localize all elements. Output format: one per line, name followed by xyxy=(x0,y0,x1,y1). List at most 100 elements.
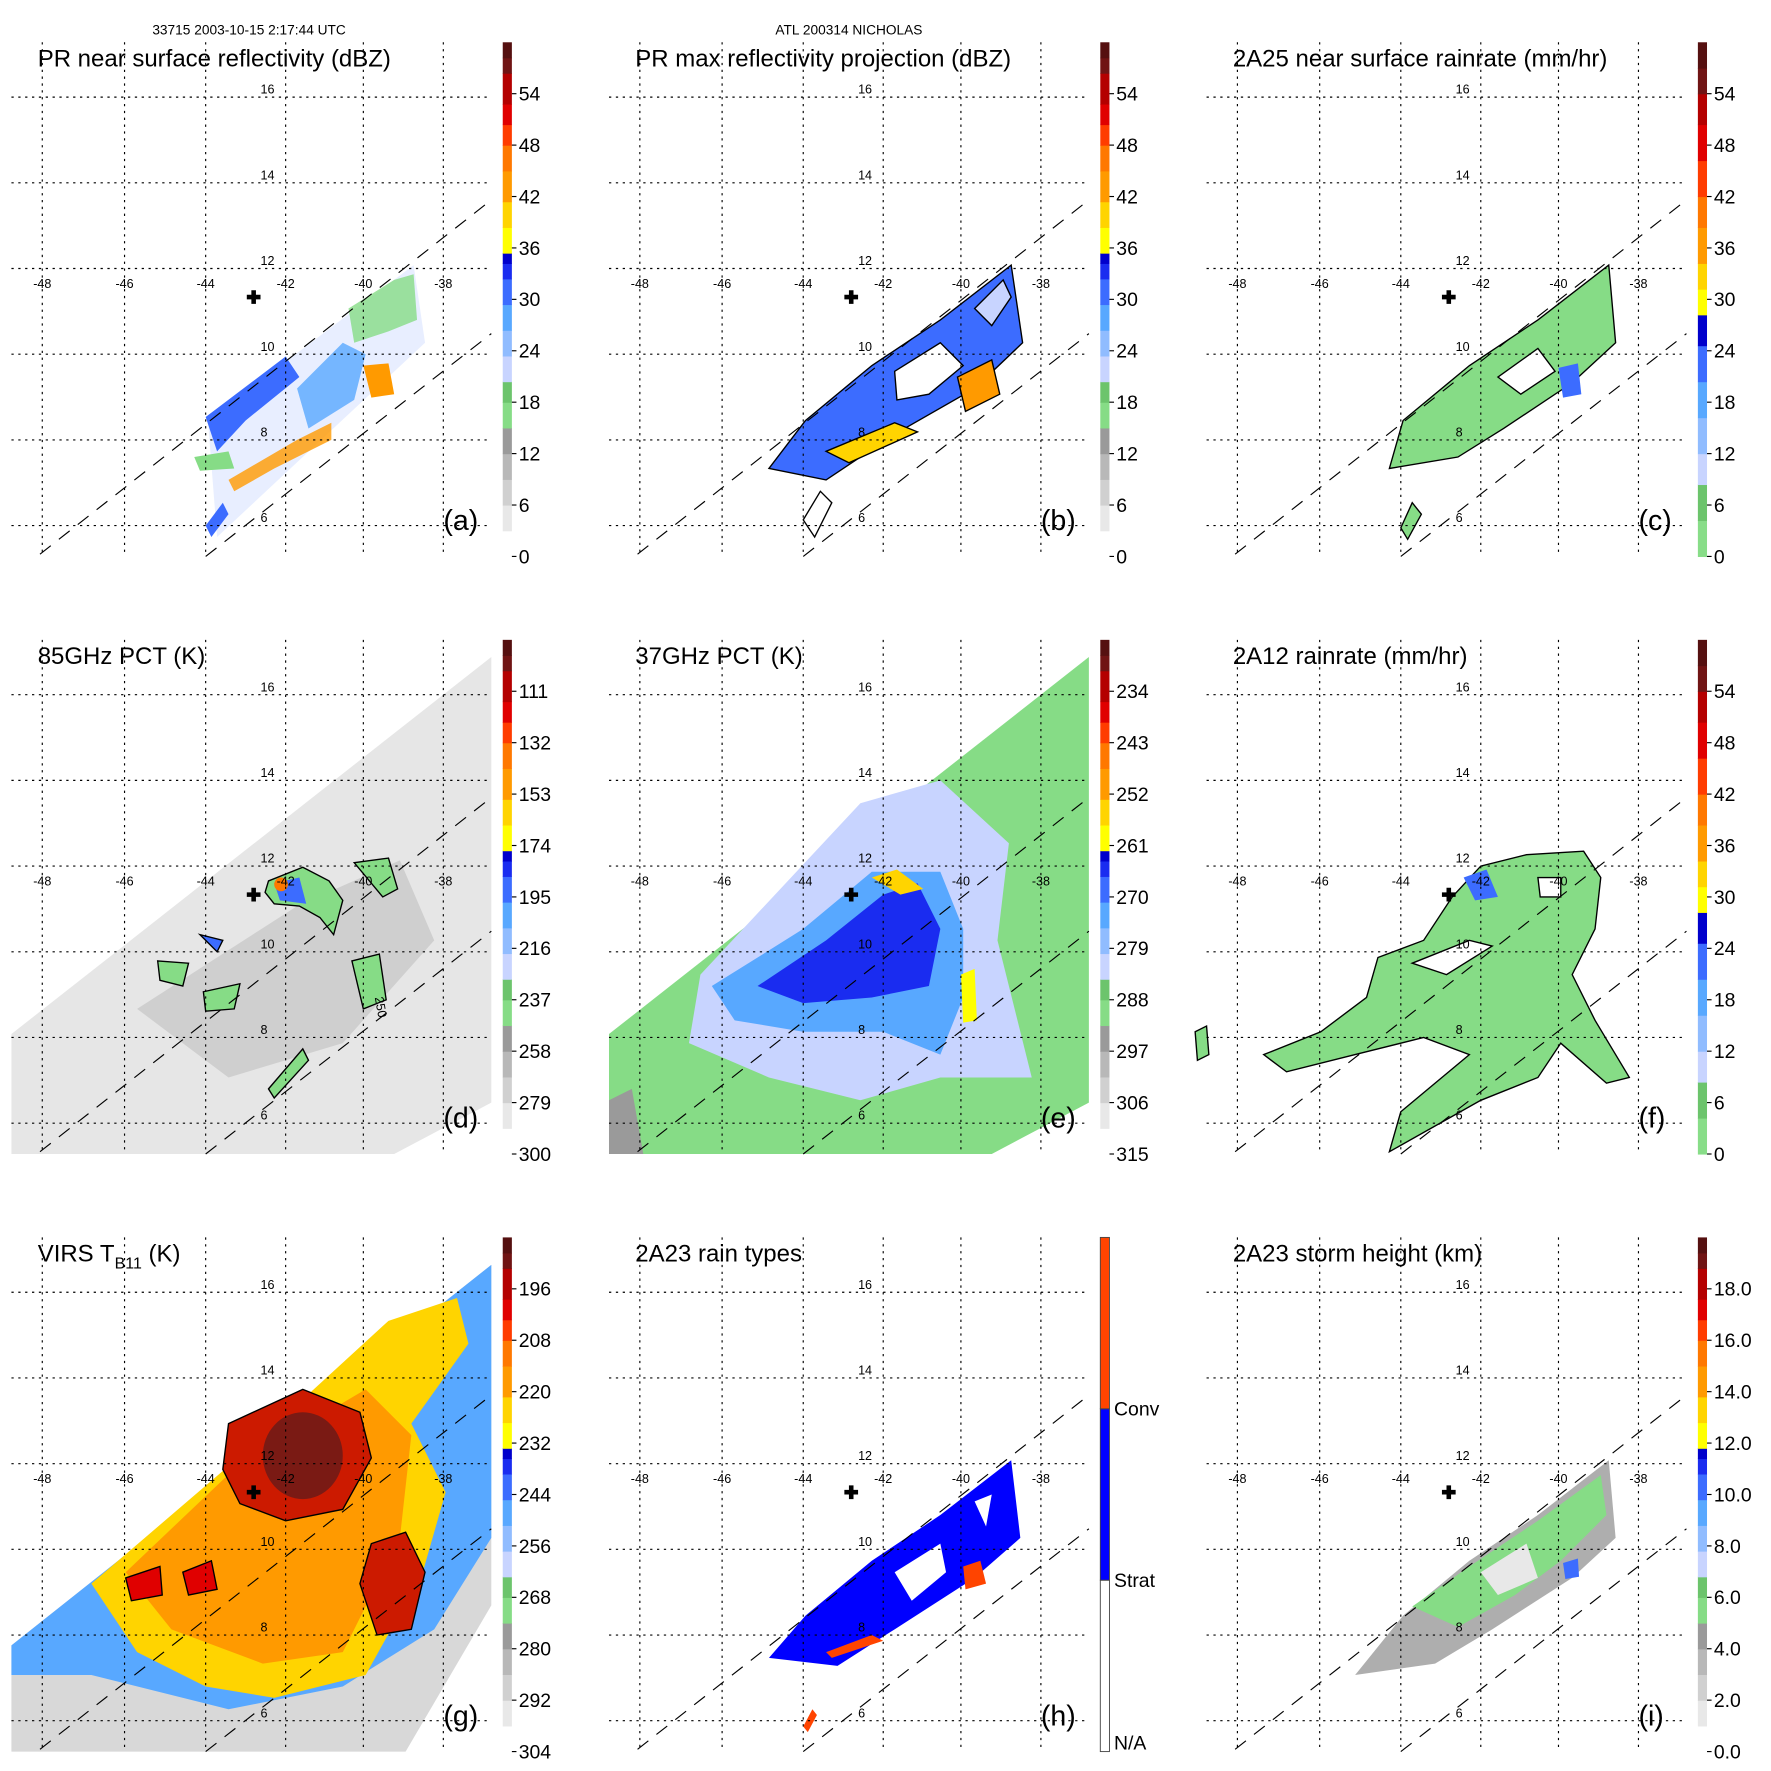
panel-letter: (a) xyxy=(443,505,478,537)
colorbar-label: 18.0 xyxy=(1714,1279,1752,1301)
colorbar-band xyxy=(502,1648,512,1676)
colorbar-band xyxy=(1697,1319,1708,1341)
colorbar-band xyxy=(1697,665,1708,692)
colorbar-label: 24 xyxy=(1714,341,1736,363)
colorbar-band xyxy=(1697,794,1708,826)
longitude-tick-label: -38 xyxy=(1032,277,1050,291)
colorbar-band xyxy=(1697,314,1708,347)
longitude-tick-label: -46 xyxy=(713,875,731,889)
convective-cell xyxy=(197,933,224,953)
colorbar-band xyxy=(1100,1128,1110,1155)
latitude-tick-label: 8 xyxy=(261,1621,268,1635)
colorbar-band xyxy=(1697,1623,1708,1650)
colorbar-label: 30 xyxy=(1116,289,1138,311)
latitude-tick-label: 10 xyxy=(1456,937,1470,951)
no-rain-gap xyxy=(974,1494,992,1527)
rain-region xyxy=(1388,263,1617,470)
latitude-tick-label: 16 xyxy=(858,680,872,694)
longitude-tick-label: -46 xyxy=(713,277,731,291)
data-layer xyxy=(194,265,426,538)
colorbar-label: 6 xyxy=(519,495,530,517)
low-pct-core xyxy=(871,869,924,895)
colorbar-band xyxy=(502,850,512,862)
colorbar-band xyxy=(1100,145,1110,172)
colorbar-band xyxy=(502,381,512,403)
colorbar-band xyxy=(1100,876,1110,903)
colorbar-band xyxy=(502,1102,512,1129)
colorbar-label: 42 xyxy=(1116,186,1138,208)
colorbar-label: 48 xyxy=(1714,135,1736,157)
colorbar-label: 42 xyxy=(1714,784,1736,806)
no-rain-gap xyxy=(894,1543,947,1601)
latitude-tick-label: 14 xyxy=(858,766,872,780)
colorbar-label: 14.0 xyxy=(1714,1382,1752,1404)
latitude-tick-label: 8 xyxy=(858,1621,865,1635)
storm-center-cross-icon xyxy=(246,290,261,304)
latitude-tick-label: 10 xyxy=(261,937,275,951)
colorbar-band xyxy=(502,57,512,74)
precip-region xyxy=(956,358,1001,413)
colorbar-band xyxy=(502,253,512,264)
longitude-tick-label: -48 xyxy=(33,875,51,889)
colorbar-label: 18 xyxy=(1714,392,1736,414)
colorbar-band xyxy=(1100,73,1110,105)
panel-title-text: 2A23 storm height (km) xyxy=(1233,1240,1482,1267)
panel-title-text: 2A12 rainrate (mm/hr) xyxy=(1233,643,1468,670)
longitude-tick-label: -40 xyxy=(1549,1472,1567,1486)
longitude-tick-label: -46 xyxy=(1311,277,1329,291)
latitude-tick-label: 8 xyxy=(261,425,268,439)
longitude-tick-label: -46 xyxy=(1311,1472,1329,1486)
colorbar-band xyxy=(502,330,512,357)
colorbar-band xyxy=(1697,263,1708,290)
colorbar-band xyxy=(502,799,512,826)
colorbar-band xyxy=(502,742,512,769)
latitude-tick-label: 16 xyxy=(1456,83,1470,97)
precip-region xyxy=(893,341,965,401)
colorbar-label: 244 xyxy=(519,1484,552,1506)
colorbar-label: 36 xyxy=(1714,238,1736,260)
colorbar-band xyxy=(1100,742,1110,769)
storm-height-region xyxy=(1480,1543,1538,1596)
stratiform-region xyxy=(768,1460,1021,1666)
colorbar-band xyxy=(502,768,512,800)
panel-title-text: 2A23 rain types xyxy=(635,1240,802,1267)
colorbar-label: 258 xyxy=(519,1041,551,1063)
colorbar-label: 16.0 xyxy=(1714,1330,1752,1352)
colorbar-band xyxy=(1697,93,1708,126)
colorbar-band xyxy=(1100,768,1110,800)
latitude-tick-label: 6 xyxy=(261,1109,268,1123)
colorbar-band xyxy=(1100,170,1110,203)
colorbar-label: 0 xyxy=(1116,546,1127,568)
latitude-tick-label: 8 xyxy=(261,1023,268,1037)
longitude-tick-label: -42 xyxy=(1472,875,1490,889)
colorbar-band xyxy=(1100,902,1110,929)
colorbar-label: 48 xyxy=(1116,135,1138,157)
colorbar-band xyxy=(502,1237,512,1254)
convective-cell xyxy=(267,1047,310,1100)
colorbar-band xyxy=(1100,850,1110,862)
colorbar-band xyxy=(502,927,512,955)
latitude-tick-label: 16 xyxy=(1456,680,1470,694)
latitude-tick-label: 14 xyxy=(858,1364,872,1378)
colorbar-band xyxy=(1100,263,1110,280)
coldest-cloud-top xyxy=(262,1412,343,1500)
longitude-tick-label: -40 xyxy=(354,875,372,889)
cold-cloud-region xyxy=(137,860,435,1078)
colorbar-band xyxy=(502,402,512,429)
colorbar-band xyxy=(1697,1252,1708,1269)
colorbar-label: 297 xyxy=(1116,1041,1148,1063)
colorbar-band xyxy=(1100,655,1110,672)
colorbar-band xyxy=(502,1725,512,1753)
colorbar-band xyxy=(502,722,512,744)
colorbar-band xyxy=(502,1458,512,1475)
data-layer xyxy=(11,1264,492,1752)
longitude-tick-label: -44 xyxy=(794,1472,812,1486)
latitude-tick-label: 8 xyxy=(1456,1621,1463,1635)
colorbar-band xyxy=(1697,1648,1708,1676)
precip-region xyxy=(297,342,366,429)
colorbar-label: 48 xyxy=(519,135,541,157)
rain-region xyxy=(1496,347,1557,396)
colorbar-band xyxy=(1697,196,1708,228)
colorbar-label: 220 xyxy=(519,1382,552,1404)
colorbar-band xyxy=(1697,1473,1708,1501)
